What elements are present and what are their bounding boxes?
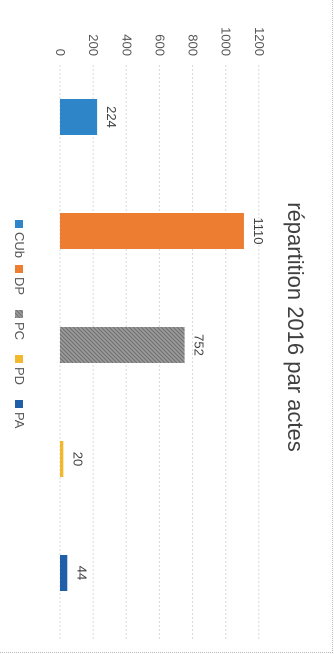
bar-dp xyxy=(60,213,244,249)
data-label-cub: 224 xyxy=(104,106,119,128)
y-tick-label: 600 xyxy=(152,34,167,56)
data-labels: 224 1110 752 20 44 xyxy=(70,106,266,580)
y-axis-ticks: 0 200 400 600 800 1000 1200 xyxy=(53,27,267,56)
bar-cub xyxy=(60,99,98,135)
legend-swatch-pd xyxy=(15,355,23,363)
data-label-pa: 44 xyxy=(74,566,89,580)
bar-pc xyxy=(60,327,185,363)
data-label-pd: 20 xyxy=(70,452,85,466)
legend-swatch-dp xyxy=(15,265,23,273)
legend-swatch-cub xyxy=(15,220,23,228)
legend-swatch-pa xyxy=(15,400,23,408)
legend-swatch-pc xyxy=(15,310,23,318)
legend-label-pa: PA xyxy=(12,412,27,429)
legend-label-cub: CUb xyxy=(12,232,27,258)
bars xyxy=(59,99,244,591)
bar-pd xyxy=(59,441,64,477)
y-tick-label: 200 xyxy=(86,34,101,56)
bar-pa xyxy=(60,555,68,591)
y-tick-label: 1200 xyxy=(252,27,267,56)
y-tick-label: 800 xyxy=(186,34,201,56)
legend-label-pd: PD xyxy=(12,367,27,385)
data-label-pc: 752 xyxy=(192,334,207,356)
chart-title: répartition 2016 par actes xyxy=(283,202,308,452)
legend: CUb DP PC PD PA xyxy=(12,220,27,429)
legend-label-dp: DP xyxy=(12,277,27,295)
data-label-dp: 1110 xyxy=(251,218,266,245)
legend-label-pc: PC xyxy=(12,322,27,340)
y-tick-label: 0 xyxy=(53,49,68,56)
y-tick-label: 1000 xyxy=(219,27,234,56)
y-tick-label: 400 xyxy=(119,34,134,56)
